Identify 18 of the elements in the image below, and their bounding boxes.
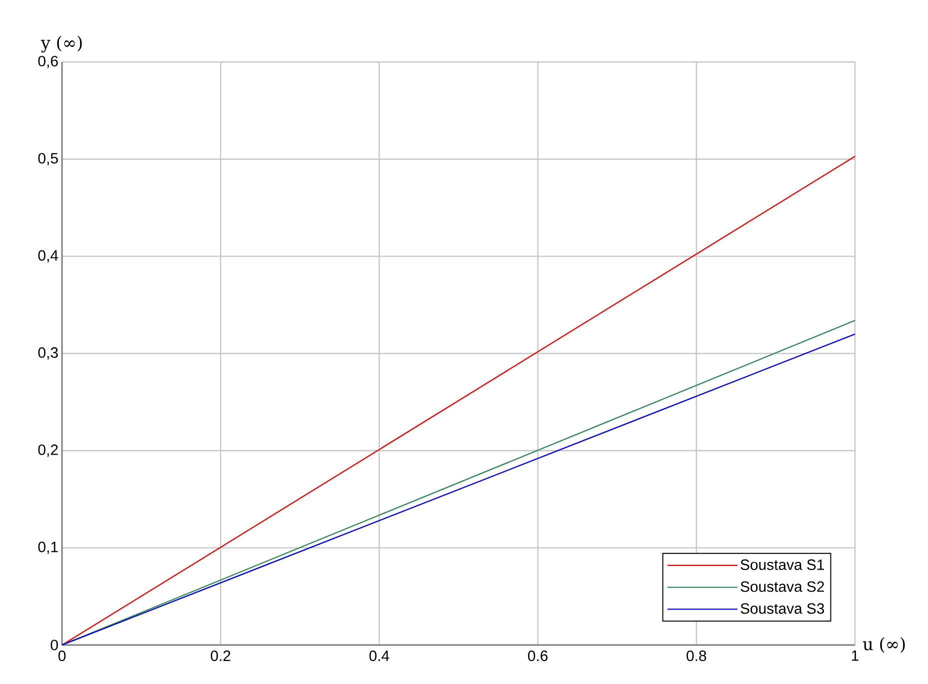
x-tick-label: 1 <box>852 650 858 661</box>
x-tick-label: 0 <box>58 650 66 662</box>
y-tick-label: 0,3 <box>38 347 58 360</box>
legend-label: Soustava S2 <box>740 581 824 592</box>
y-tick-label: 0 <box>50 640 58 650</box>
legend-label: Soustava S3 <box>740 603 824 614</box>
y-tick-label: 0,4 <box>38 250 58 262</box>
legend-label: Soustava S1 <box>740 559 824 570</box>
y-tick-label: 0,5 <box>38 152 58 166</box>
x-tick-label: 0.8 <box>686 650 706 662</box>
y-tick-label: 0,2 <box>38 444 58 457</box>
y-tick-label: 0,6 <box>38 56 58 68</box>
y-tick-label: 0,1 <box>38 542 58 554</box>
x-tick-label: 0.4 <box>369 650 390 662</box>
x-axis-title: u (∞) <box>862 637 905 653</box>
y-axis-title: y (∞) <box>40 36 82 52</box>
x-tick-label: 0.2 <box>210 650 230 662</box>
x-tick-label: 0.6 <box>528 650 548 662</box>
